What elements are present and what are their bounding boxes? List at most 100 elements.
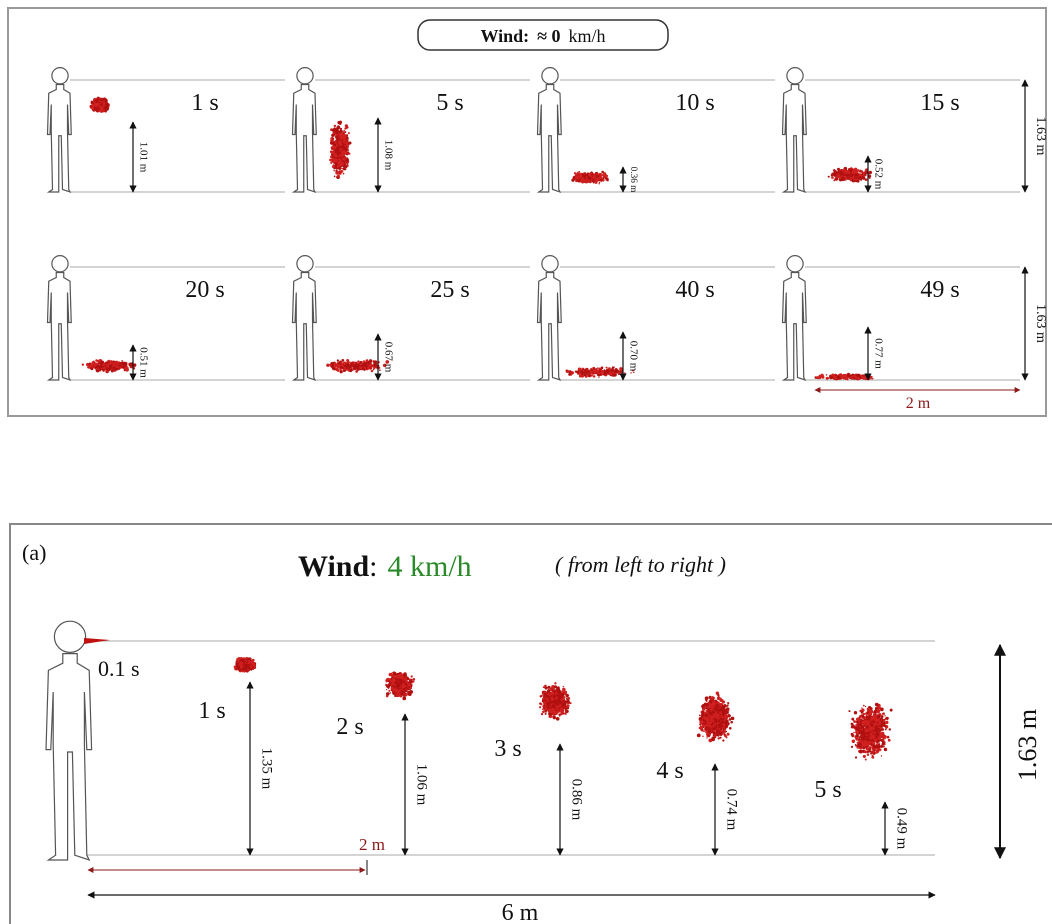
droplet-cloud — [815, 373, 874, 381]
droplet — [346, 363, 349, 366]
droplet — [344, 168, 346, 170]
droplet — [106, 105, 108, 107]
droplet — [350, 369, 353, 372]
droplet — [332, 146, 335, 149]
droplet — [851, 376, 853, 378]
droplet — [388, 690, 390, 692]
droplet-cloud — [234, 657, 257, 673]
droplet — [96, 110, 99, 113]
droplet — [364, 367, 366, 369]
droplet — [352, 361, 353, 362]
droplet — [96, 365, 99, 368]
droplet — [847, 374, 850, 377]
droplet — [546, 695, 549, 698]
droplet — [246, 657, 247, 658]
droplet — [620, 370, 622, 372]
droplet — [337, 174, 340, 177]
droplet — [542, 710, 545, 713]
droplet — [404, 693, 407, 696]
droplet — [552, 716, 554, 718]
droplet — [601, 369, 603, 371]
time-label: 1 s — [198, 698, 225, 724]
droplet — [93, 110, 94, 111]
droplet — [374, 360, 377, 363]
droplet — [593, 368, 595, 370]
droplet — [855, 178, 857, 180]
droplet — [834, 376, 837, 379]
droplet — [849, 177, 851, 179]
droplet — [329, 158, 332, 161]
droplet — [540, 695, 542, 697]
time-label: 25 s — [430, 277, 469, 303]
droplet — [606, 367, 608, 369]
droplet — [353, 364, 355, 366]
droplet — [239, 661, 243, 665]
head — [787, 68, 803, 84]
droplet — [376, 366, 378, 368]
droplet — [834, 174, 837, 177]
droplet — [592, 173, 594, 175]
droplet — [599, 182, 601, 184]
droplet — [343, 130, 344, 131]
droplet — [609, 372, 613, 376]
droplet — [394, 695, 396, 697]
droplet — [111, 370, 114, 373]
droplet — [583, 369, 585, 371]
droplet — [566, 697, 568, 699]
droplet — [840, 172, 842, 174]
droplet — [348, 149, 350, 151]
head — [542, 256, 558, 272]
droplet — [551, 691, 554, 694]
time-label: 3 s — [494, 736, 521, 762]
droplet — [861, 179, 862, 180]
droplet — [99, 366, 102, 369]
droplet — [869, 171, 872, 174]
head — [297, 68, 313, 84]
person-figure — [538, 256, 562, 380]
droplet — [577, 370, 579, 372]
droplet — [334, 125, 336, 127]
droplet — [104, 110, 107, 113]
time-label: 10 s — [675, 90, 714, 116]
droplet — [398, 679, 401, 682]
scale-height-label: 1.63 m — [1033, 304, 1048, 343]
droplet — [833, 179, 835, 181]
droplet — [386, 689, 387, 690]
droplet — [119, 365, 121, 367]
droplet — [539, 706, 541, 708]
droplet — [571, 179, 574, 182]
droplet — [338, 172, 341, 175]
droplet — [826, 377, 829, 380]
bottom-panel — [10, 524, 1052, 924]
droplet — [341, 359, 344, 362]
droplet — [364, 362, 367, 365]
droplet — [544, 686, 547, 689]
droplet — [865, 175, 866, 176]
droplet — [348, 368, 350, 370]
droplet — [578, 180, 581, 183]
droplet — [593, 176, 595, 178]
droplet — [826, 374, 828, 376]
droplet — [332, 165, 335, 168]
droplet — [570, 702, 572, 704]
droplet — [109, 368, 110, 369]
droplet — [330, 162, 332, 164]
droplet — [570, 371, 573, 374]
droplet — [549, 695, 551, 697]
droplet — [397, 684, 400, 687]
droplet-cloud — [326, 359, 389, 373]
droplet — [543, 707, 545, 709]
droplet — [551, 708, 554, 711]
droplet — [554, 685, 557, 688]
droplet — [624, 372, 625, 373]
droplet — [566, 370, 568, 372]
droplet — [858, 176, 862, 180]
droplet — [337, 131, 340, 134]
droplet-cloud — [90, 97, 110, 113]
droplet — [556, 717, 560, 721]
droplet — [556, 692, 558, 694]
droplet — [344, 147, 347, 150]
scale-width-label: 2 m — [906, 395, 931, 412]
droplet — [343, 156, 345, 158]
droplet — [831, 373, 834, 376]
